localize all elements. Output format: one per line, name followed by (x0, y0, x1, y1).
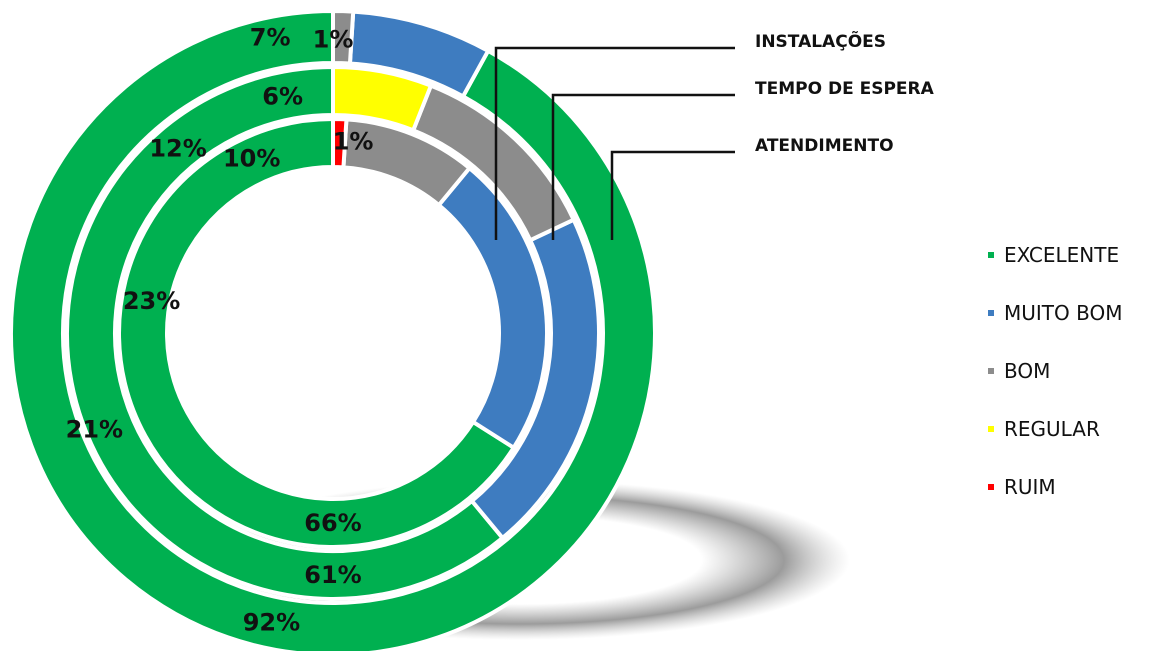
legend-item-excelente: EXCELENTE (988, 226, 1122, 284)
data-label-atendimento-ruim: 1% (333, 128, 374, 156)
ring-name-instalacoes: INSTALAÇÕES (755, 29, 886, 52)
slice-atendimento-ruim (331, 116, 349, 170)
chart-legend: EXCELENTE MUITO BOM BOM REGULAR RUIM (988, 226, 1122, 516)
slice-atendimento-excelente (117, 116, 517, 549)
legend-label: MUITO BOM (1004, 301, 1123, 325)
data-label-tempo-de-espera-bom: 12% (149, 134, 206, 162)
legend-swatch (988, 252, 994, 258)
data-label-atendimento-excelente: 66% (304, 509, 361, 537)
slice-instalacoes-bom (331, 8, 356, 66)
legend-item-regular: REGULAR (988, 400, 1122, 458)
legend-swatch (988, 368, 994, 374)
slice-tempo-de-espera-excelente (65, 64, 506, 601)
ring-name-tempo-de-espera: TEMPO DE ESPERA (755, 79, 935, 99)
legend-label: BOM (1004, 359, 1051, 383)
slice-atendimento-muito-bom (435, 165, 549, 451)
slice-tempo-de-espera-regular (331, 64, 434, 133)
data-label-atendimento-muito-bom: 23% (123, 287, 180, 315)
callout-line-tempo-de-espera (551, 93, 735, 240)
callout-line-atendimento (610, 150, 735, 240)
data-label-tempo-de-espera-excelente: 61% (304, 561, 361, 589)
callout-line-instalacoes (494, 46, 735, 240)
data-label-tempo-de-espera-muito-bom: 21% (66, 415, 123, 443)
data-label-tempo-de-espera-regular: 6% (262, 82, 303, 110)
legend-item-bom: BOM (988, 342, 1122, 400)
slice-atendimento-bom (341, 117, 473, 208)
legend-label: EXCELENTE (1004, 243, 1120, 267)
legend-swatch (988, 484, 994, 490)
data-label-instalacoes-muito-bom: 7% (250, 23, 291, 51)
legend-item-muito-bom: MUITO BOM (988, 284, 1122, 342)
legend-swatch (988, 426, 994, 432)
slice-instalacoes-muito-bom (347, 9, 491, 100)
slice-instalacoes-excelente (9, 8, 657, 651)
legend-item-ruim: RUIM (988, 458, 1122, 516)
data-label-instalacoes-bom: 1% (313, 26, 354, 54)
slice-tempo-de-espera-muito-bom (469, 217, 601, 541)
data-label-atendimento-bom: 10% (223, 145, 280, 173)
ring-name-atendimento: ATENDIMENTO (755, 136, 894, 156)
data-label-instalacoes-excelente: 92% (243, 609, 300, 637)
legend-label: RUIM (1004, 475, 1056, 499)
legend-swatch (988, 310, 994, 316)
legend-label: REGULAR (1004, 417, 1100, 441)
